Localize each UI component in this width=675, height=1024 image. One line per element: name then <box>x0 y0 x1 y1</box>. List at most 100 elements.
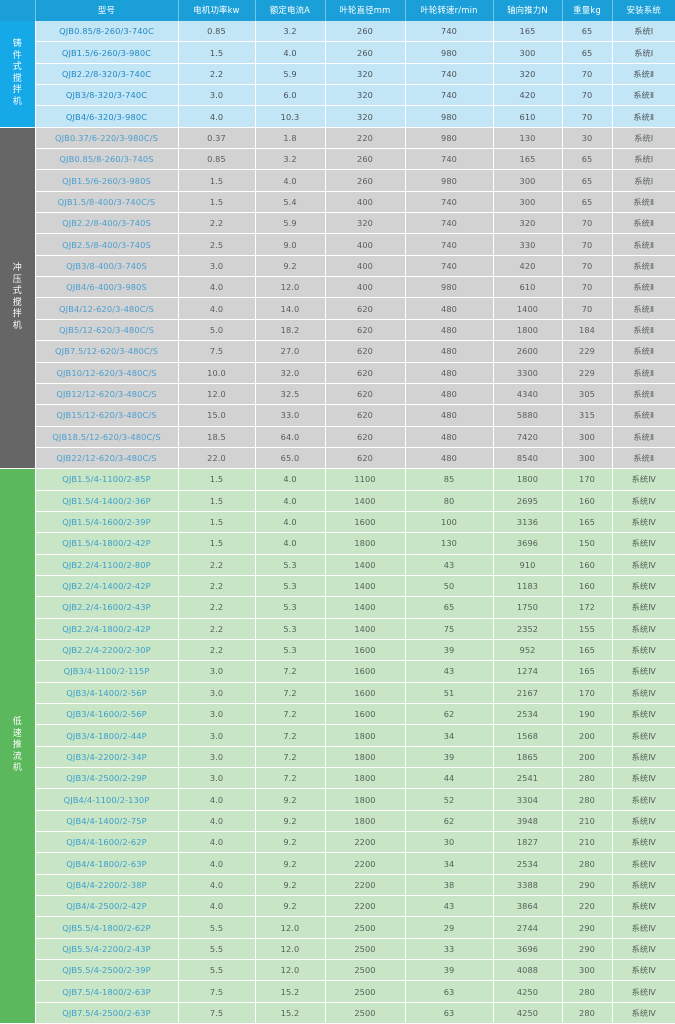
cell-thrust: 2600 <box>493 340 563 363</box>
cell-power: 7.5 <box>178 340 256 363</box>
cell-diameter: 400 <box>325 255 406 278</box>
cell-power: 0.85 <box>178 21 256 43</box>
cell-model: QJB3/4-1100/2-115P <box>35 660 179 683</box>
cell-power: 7.5 <box>178 1002 256 1024</box>
cell-current: 4.0 <box>255 169 326 192</box>
cell-power: 2.2 <box>178 575 256 598</box>
cell-power: 5.0 <box>178 319 256 342</box>
cell-power: 10.0 <box>178 362 256 384</box>
cell-thrust: 1568 <box>493 724 563 747</box>
cell-thrust: 4250 <box>493 980 563 1003</box>
cell-diameter: 620 <box>325 362 406 384</box>
cell-system: 系统Ⅱ <box>612 105 675 128</box>
cell-current: 15.2 <box>255 1002 326 1024</box>
table-row: QJB18.5/12-620/3-480C/S 18.5 64.0 620 480 742… <box>0 426 675 448</box>
table-row: 冲压式搅拌机 QJB0.37/6-220/3-980C/S 0.37 1.8 220 98… <box>0 127 675 470</box>
cell-speed: 50 <box>405 575 494 598</box>
cell-thrust: 4250 <box>493 1002 563 1024</box>
cell-speed: 43 <box>405 660 494 683</box>
group-label-text: 低速推流机 <box>12 717 22 774</box>
cell-thrust: 3696 <box>493 938 563 961</box>
cell-speed: 980 <box>405 169 494 192</box>
cell-current: 12.0 <box>255 938 326 961</box>
cell-speed: 740 <box>405 84 494 107</box>
cell-weight: 229 <box>562 340 613 363</box>
cell-diameter: 620 <box>325 297 406 320</box>
cell-weight: 70 <box>562 84 613 107</box>
cell-speed: 75 <box>405 618 494 640</box>
cell-model: QJB0.37/6-220/3-980C/S <box>35 127 179 150</box>
cell-diameter: 400 <box>325 233 406 256</box>
cell-diameter: 1100 <box>325 468 406 491</box>
cell-weight: 65 <box>562 148 613 171</box>
cell-power: 5.5 <box>178 916 256 939</box>
cell-current: 15.2 <box>255 980 326 1003</box>
cell-model: QJB2.5/8-400/3-740S <box>35 233 179 256</box>
table-row: QJB1.5/8-400/3-740C/S 1.5 5.4 400 740 300 65 系统… <box>0 191 675 214</box>
cell-current: 3.2 <box>255 148 326 171</box>
cell-system: 系统Ⅳ <box>612 596 675 619</box>
cell-model: QJB1.5/4-1100/2-85P <box>35 468 179 491</box>
cell-weight: 200 <box>562 746 613 769</box>
table-row: QJB1.5/4-1400/2-36P 1.5 4.0 1400 80 2695 160 系统… <box>0 490 675 512</box>
cell-speed: 740 <box>405 21 494 43</box>
cell-current: 5.3 <box>255 618 326 640</box>
cell-system: 系统Ⅳ <box>612 746 675 769</box>
cell-model: QJB4/4-1600/2-62P <box>35 831 179 854</box>
cell-diameter: 1800 <box>325 746 406 769</box>
cell-current: 9.2 <box>255 874 326 897</box>
cell-current: 7.2 <box>255 703 326 726</box>
cell-current: 7.2 <box>255 767 326 790</box>
cell-power: 3.0 <box>178 767 256 790</box>
cell-current: 5.4 <box>255 191 326 214</box>
cell-system: 系统Ⅳ <box>612 767 675 790</box>
cell-weight: 229 <box>562 362 613 384</box>
cell-speed: 980 <box>405 105 494 128</box>
cell-current: 9.2 <box>255 255 326 278</box>
cell-diameter: 1400 <box>325 490 406 512</box>
cell-weight: 315 <box>562 404 613 427</box>
column-header-current: 额定电流A <box>255 0 326 21</box>
cell-system: 系统Ⅱ <box>612 191 675 214</box>
table-row: QJB4/4-1600/2-62P 4.0 9.2 2200 30 1827 210 系统Ⅳ <box>0 831 675 854</box>
cell-diameter: 620 <box>325 340 406 363</box>
cell-weight: 70 <box>562 255 613 278</box>
cell-power: 4.0 <box>178 105 256 128</box>
cell-power: 4.0 <box>178 276 256 299</box>
cell-weight: 150 <box>562 532 613 555</box>
cell-current: 4.0 <box>255 532 326 555</box>
cell-model: QJB0.85/8-260/3-740C <box>35 21 179 43</box>
cell-thrust: 7420 <box>493 426 563 448</box>
cell-thrust: 165 <box>493 21 563 43</box>
cell-speed: 740 <box>405 148 494 171</box>
cell-thrust: 610 <box>493 276 563 299</box>
table-row: QJB4/4-1800/2-63P 4.0 9.2 2200 34 2534 280 系统Ⅳ <box>0 852 675 875</box>
cell-thrust: 420 <box>493 84 563 107</box>
cell-diameter: 2200 <box>325 831 406 854</box>
cell-power: 22.0 <box>178 447 256 470</box>
cell-power: 4.0 <box>178 852 256 875</box>
cell-current: 9.2 <box>255 810 326 833</box>
table-row: QJB1.5/4-1600/2-39P 1.5 4.0 1600 100 3136 165 系… <box>0 511 675 534</box>
table-row: QJB3/8-400/3-740S 3.0 9.2 400 740 420 70 系统Ⅱ <box>0 255 675 278</box>
cell-thrust: 2744 <box>493 916 563 939</box>
table-row: QJB7.5/4-2500/2-63P 7.5 15.2 2500 63 4250 280 系… <box>0 1002 675 1024</box>
cell-system: 系统Ⅱ <box>612 404 675 427</box>
cell-power: 1.5 <box>178 490 256 512</box>
cell-system: 系统Ⅱ <box>612 84 675 107</box>
cell-current: 18.2 <box>255 319 326 342</box>
cell-current: 4.0 <box>255 41 326 64</box>
cell-diameter: 1400 <box>325 575 406 598</box>
cell-weight: 200 <box>562 724 613 747</box>
table-row: QJB5.5/4-2500/2-39P 5.5 12.0 2500 39 4088 300 系… <box>0 959 675 982</box>
cell-weight: 305 <box>562 383 613 406</box>
table-row: QJB2.2/4-1400/2-42P 2.2 5.3 1400 50 1183 160 系统… <box>0 575 675 598</box>
cell-thrust: 330 <box>493 233 563 256</box>
cell-current: 5.9 <box>255 212 326 235</box>
cell-weight: 280 <box>562 767 613 790</box>
cell-system: 系统Ⅳ <box>612 660 675 683</box>
table-row: QJB3/4-1400/2-56P 3.0 7.2 1600 51 2167 170 系统Ⅳ <box>0 682 675 705</box>
cell-system: 系统Ⅳ <box>612 532 675 555</box>
cell-model: QJB10/12-620/3-480C/S <box>35 362 179 384</box>
cell-weight: 160 <box>562 575 613 598</box>
